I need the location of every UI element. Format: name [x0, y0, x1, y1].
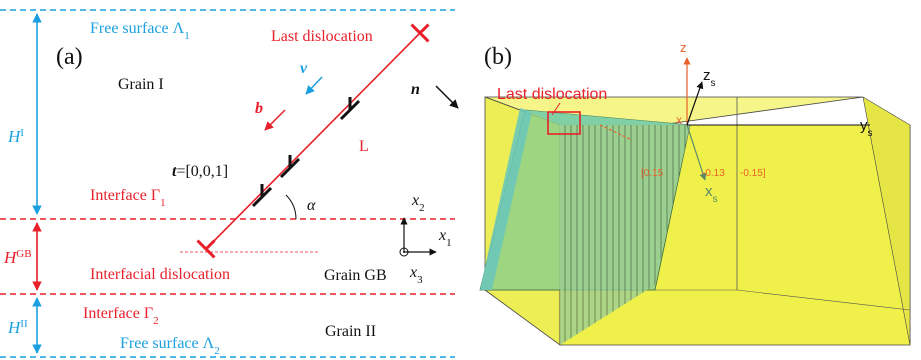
dislocation-symbol: [251, 184, 273, 208]
dislocation-symbol: [339, 97, 361, 121]
angle-arc: [285, 194, 297, 220]
panel-b-label: (b): [484, 44, 512, 70]
orange-trace: [599, 124, 633, 141]
panel-b: x (b) Last dislocation z zs xs ys [0.15 …: [479, 40, 911, 346]
x3-label: x3: [409, 264, 423, 286]
v-label: v: [300, 60, 308, 77]
last-dislocation-marker: [547, 111, 581, 135]
last-dislocation-pointer: [551, 102, 561, 116]
b-arrow: [264, 109, 286, 131]
alpha-label: α: [307, 197, 316, 214]
xs-label: xs: [705, 183, 718, 205]
x3-axis-dot: [403, 251, 405, 253]
v-arrow: [305, 76, 323, 95]
slip-plane-edge: [480, 108, 532, 290]
coord-value-b: -0.13: [702, 168, 725, 179]
box-inner-edge: [736, 289, 911, 311]
x2-label: x2: [411, 192, 425, 214]
interface-2-label: Interface Γ2: [83, 305, 159, 327]
free-surface-2-label: Free surface Λ2: [120, 335, 220, 357]
x3-axis-circle: [399, 247, 409, 257]
slip-plane-top: [525, 110, 690, 125]
last-dislocation-symbol: [410, 23, 430, 43]
coord-value-a: [0.15: [641, 168, 664, 179]
origin-x-mark: x: [676, 113, 682, 127]
last-dislocation-label: Last dislocation: [271, 28, 373, 45]
free-surface-1-label: Free surface Λ1: [90, 20, 190, 42]
n-label: n: [411, 81, 420, 98]
h2-label: HII: [7, 318, 28, 337]
hgb-label: HGB: [3, 248, 32, 267]
grain-2-label: Grain II: [325, 323, 376, 340]
b-label: b: [255, 100, 263, 117]
z-label: z: [680, 40, 687, 55]
panel-a-label: (a): [56, 44, 83, 70]
l-label: L: [359, 138, 369, 155]
coord-value-c: -0.15]: [740, 168, 766, 179]
n-arrow: [435, 85, 459, 109]
grain-1-label: Grain I: [118, 76, 164, 93]
interfacial-dislocation-label: Interfacial dislocation: [90, 266, 230, 283]
x1-label: x1: [438, 227, 452, 249]
dislocation-array: [560, 125, 690, 345]
t-label: t=[0,0,1]: [172, 163, 228, 180]
h1-label: HI: [7, 127, 24, 146]
panel-a: (a) Free surface Λ1 Free surface Λ2 Grai…: [0, 9, 459, 358]
xs-axis: [686, 124, 707, 181]
last-dislocation-label-b: Last dislocation: [497, 86, 607, 103]
grain-gb-label: Grain GB: [324, 267, 387, 284]
slip-line: [205, 32, 421, 250]
ys-label: ys: [860, 117, 873, 139]
zs-label: zs: [703, 67, 716, 89]
dislocation-symbol: [279, 155, 301, 179]
interfacial-dislocation-symbol: [196, 239, 216, 259]
box-right-face: [862, 96, 911, 346]
zs-axis: [686, 81, 704, 126]
interface-1-label: Interface Γ1: [90, 187, 166, 209]
